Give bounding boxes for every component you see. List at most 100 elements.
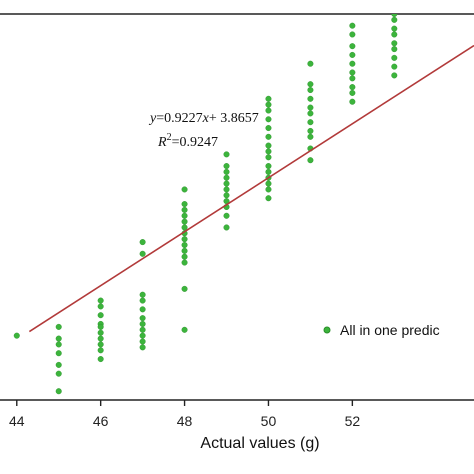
data-point xyxy=(181,218,188,225)
data-point xyxy=(139,297,146,304)
data-point xyxy=(307,119,314,126)
data-point xyxy=(97,323,104,330)
data-point xyxy=(265,95,272,102)
data-point xyxy=(139,239,146,246)
data-point xyxy=(181,236,188,243)
data-point xyxy=(55,341,62,348)
data-point xyxy=(223,186,230,193)
data-point xyxy=(307,133,314,140)
data-point xyxy=(391,63,398,70)
x-tick-label: 52 xyxy=(345,413,361,429)
data-point xyxy=(181,247,188,254)
data-point xyxy=(55,335,62,342)
data-point xyxy=(265,101,272,108)
data-point xyxy=(139,338,146,345)
data-point xyxy=(307,81,314,88)
data-point xyxy=(265,163,272,170)
eq-slope: =0.9227 xyxy=(156,111,202,126)
data-point xyxy=(307,95,314,102)
x-axis-title: Actual values (g) xyxy=(200,435,319,452)
data-point xyxy=(55,388,62,395)
data-point xyxy=(139,291,146,298)
data-point xyxy=(139,250,146,257)
data-point xyxy=(139,344,146,351)
data-point xyxy=(391,46,398,53)
data-point xyxy=(349,98,356,105)
data-point xyxy=(265,142,272,149)
data-point xyxy=(307,157,314,164)
data-point xyxy=(391,40,398,47)
r2-value: =0.9247 xyxy=(172,135,218,150)
eq-intercept: + 3.8657 xyxy=(209,111,259,126)
data-point xyxy=(181,224,188,231)
data-point xyxy=(97,335,104,342)
data-point xyxy=(265,116,272,123)
regression-equation: y=0.9227x+ 3.8657 xyxy=(148,111,259,126)
eq-x: x xyxy=(202,111,210,126)
data-point xyxy=(391,72,398,79)
data-point xyxy=(181,206,188,213)
data-point xyxy=(223,151,230,158)
data-point xyxy=(349,22,356,29)
legend-label: All in one predic xyxy=(340,322,440,338)
data-point xyxy=(265,148,272,155)
data-point xyxy=(97,312,104,319)
data-point xyxy=(349,84,356,91)
data-point xyxy=(181,259,188,266)
data-point xyxy=(55,323,62,330)
data-point xyxy=(307,104,314,111)
r2-sup: 2 xyxy=(167,132,172,143)
data-point xyxy=(223,163,230,170)
data-point xyxy=(349,43,356,50)
data-point xyxy=(265,125,272,132)
eq-y: y xyxy=(148,111,157,126)
data-point xyxy=(391,31,398,38)
data-point xyxy=(349,60,356,67)
data-point xyxy=(391,54,398,61)
data-point xyxy=(97,341,104,348)
data-point xyxy=(265,154,272,161)
plot-frame xyxy=(0,13,474,401)
data-points xyxy=(13,14,398,395)
data-point xyxy=(181,326,188,333)
r-squared: R2=0.9247 xyxy=(157,132,218,150)
data-point xyxy=(181,253,188,260)
data-point xyxy=(391,14,398,17)
data-point xyxy=(181,186,188,193)
data-point xyxy=(139,332,146,339)
data-point xyxy=(391,25,398,32)
data-point xyxy=(307,87,314,94)
data-point xyxy=(97,329,104,336)
data-point xyxy=(349,51,356,58)
data-point xyxy=(55,361,62,368)
data-point xyxy=(223,192,230,199)
data-point xyxy=(349,75,356,82)
data-point xyxy=(97,356,104,363)
data-point xyxy=(223,180,230,187)
data-point xyxy=(181,201,188,208)
x-ticks: 44 46 48 50 52 xyxy=(9,400,360,429)
data-point xyxy=(307,110,314,117)
legend-marker xyxy=(323,326,331,334)
legend: All in one predic xyxy=(323,322,440,338)
r2-label: R xyxy=(157,135,167,150)
data-point xyxy=(139,306,146,313)
data-point xyxy=(223,168,230,175)
data-point xyxy=(223,174,230,181)
data-point xyxy=(55,370,62,377)
x-tick-label: 44 xyxy=(9,413,25,429)
data-point xyxy=(265,186,272,193)
data-point xyxy=(307,127,314,134)
data-point xyxy=(97,303,104,310)
data-point xyxy=(97,297,104,304)
data-point xyxy=(265,195,272,202)
data-point xyxy=(139,320,146,327)
x-tick-label: 46 xyxy=(93,413,109,429)
data-point xyxy=(139,315,146,322)
data-point xyxy=(181,285,188,292)
data-point xyxy=(349,31,356,38)
data-point xyxy=(181,242,188,249)
x-tick-label: 48 xyxy=(177,413,193,429)
data-point xyxy=(223,212,230,219)
